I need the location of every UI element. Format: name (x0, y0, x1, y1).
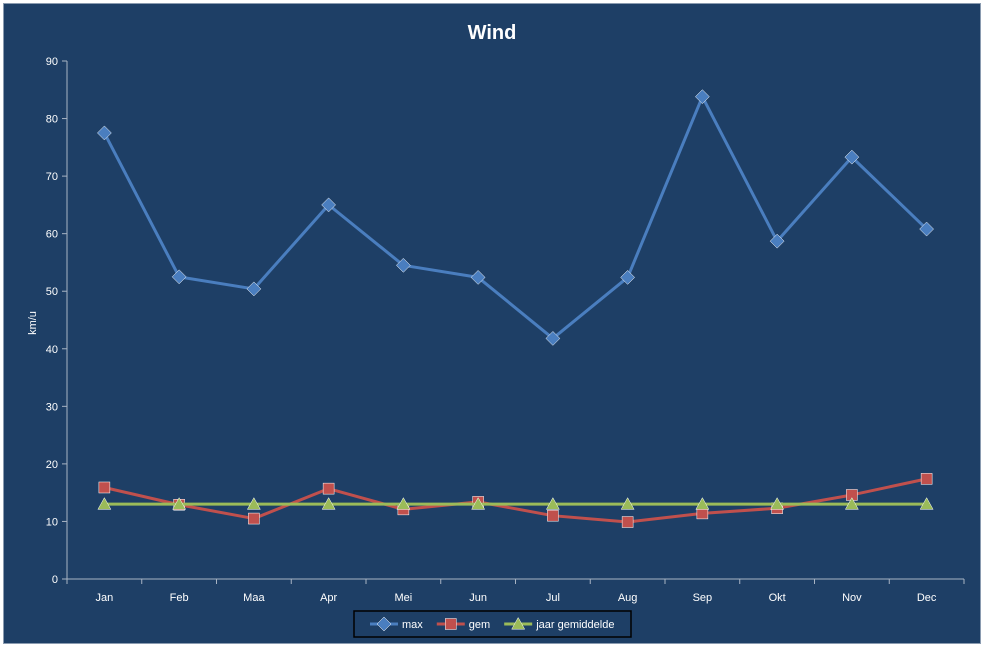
y-tick-label: 30 (46, 401, 58, 413)
x-tick-label: Jul (546, 592, 560, 604)
x-tick-label: Feb (170, 592, 189, 604)
legend-box (353, 610, 632, 638)
data-point-max (321, 197, 336, 213)
data-point-jaar-gemiddelde (770, 497, 785, 510)
data-point-max (769, 233, 785, 249)
data-point-jaar-gemiddelde (396, 497, 411, 510)
x-tick-label: Maa (243, 592, 265, 604)
x-tick-label: Sep (693, 592, 713, 604)
legend-label-jaar-gemiddelde: jaar gemiddelde (535, 619, 614, 631)
data-point-max (695, 89, 710, 105)
x-ticks: Jan Feb Maa Apr Mei Jun Jul Aug Sep Okt Nov Dec (66, 579, 965, 604)
y-tick-label: 70 (46, 171, 58, 183)
y-tick-label: 60 (46, 229, 58, 241)
data-point-max (396, 257, 411, 273)
y-tick-label: 20 (46, 459, 58, 471)
data-point-gem (920, 473, 933, 485)
data-point-jaar-gemiddelde (919, 497, 934, 510)
legend-label-gem: gem (469, 619, 490, 631)
data-point-max (171, 269, 187, 285)
data-point-gem (547, 509, 559, 522)
data-point-jaar-gemiddelde (97, 497, 112, 510)
data-point-gem (248, 512, 260, 525)
data-point-max (844, 149, 860, 165)
data-point-gem (322, 482, 335, 495)
series-line-max (103, 95, 928, 340)
series-layer (97, 89, 934, 528)
x-tick-label: Dec (917, 592, 937, 604)
series-line-gem (104, 477, 927, 524)
data-point-jaar-gemiddelde (246, 497, 261, 510)
data-point-jaar-gemiddelde (695, 497, 710, 510)
data-point-max (246, 281, 262, 297)
data-point-jaar-gemiddelde (172, 497, 187, 510)
chart-area: Wind km/u 0 10 20 30 40 50 60 70 80 90 Jan Feb Maa A… (27, 22, 965, 638)
x-tick-label: Nov (842, 592, 862, 604)
data-point-jaar-gemiddelde (844, 497, 859, 510)
legend-label-max: max (402, 619, 423, 631)
data-point-jaar-gemiddelde (471, 497, 486, 510)
data-point-gem (621, 516, 634, 528)
data-point-max (97, 125, 112, 141)
y-axis-label: km/u (27, 311, 39, 335)
legend-marker-gem (445, 618, 457, 630)
y-ticks: 0 10 20 30 40 50 60 70 80 90 (46, 56, 67, 586)
y-tick-label: 50 (46, 286, 58, 298)
data-point-max (470, 270, 486, 285)
legend: max gem jaar gemiddelde (353, 610, 632, 638)
x-tick-label: Apr (320, 592, 337, 604)
x-tick-label: Jun (469, 592, 487, 604)
chart-frame: Wind km/u 0 10 20 30 40 50 60 70 80 90 Jan Feb Maa A… (3, 3, 981, 644)
x-tick-label: Jan (96, 592, 114, 604)
chart-title: Wind (468, 22, 517, 44)
data-point-jaar-gemiddelde (545, 497, 560, 510)
y-tick-label: 0 (52, 574, 58, 586)
data-point-max (919, 221, 934, 237)
data-point-jaar-gemiddelde (321, 497, 336, 510)
data-point-gem (98, 481, 111, 494)
y-tick-label: 80 (46, 114, 58, 126)
legend-marker-max (376, 616, 392, 632)
legend-marker-jaar-gemiddelde (511, 616, 526, 630)
x-tick-label: Okt (769, 592, 786, 604)
y-tick-label: 40 (46, 344, 58, 356)
data-point-max (620, 270, 635, 285)
data-point-max (545, 331, 561, 346)
y-tick-label: 90 (46, 56, 58, 68)
x-tick-label: Aug (618, 592, 638, 604)
data-point-jaar-gemiddelde (620, 497, 635, 510)
y-tick-label: 10 (46, 516, 58, 528)
x-tick-label: Mei (395, 592, 413, 604)
